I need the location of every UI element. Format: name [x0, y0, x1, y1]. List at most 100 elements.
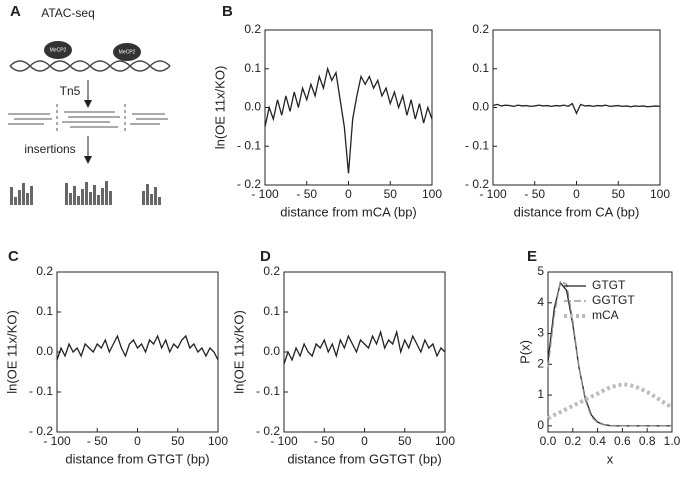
y-tick-label: 5	[537, 264, 544, 278]
x-axis-label: distance from mCA (bp)	[280, 204, 417, 219]
protein-label: MeCP2	[119, 49, 136, 55]
y-tick-label: - 0.1	[256, 384, 280, 398]
x-axis-label: distance from GGTGT (bp)	[287, 451, 441, 466]
y-tick-label: 0	[537, 418, 544, 432]
y-tick-label: 0.2	[36, 264, 53, 278]
plot-frame	[492, 29, 661, 186]
histogram-bar	[22, 183, 25, 205]
arrow-head	[84, 100, 92, 108]
histogram-bar	[26, 193, 29, 205]
histogram-bar	[109, 191, 112, 205]
y-tick-label: 0.2	[263, 264, 280, 278]
x-tick-label: - 100	[270, 434, 298, 448]
y-axis-label: ln(OE 11x/KO)	[212, 66, 227, 150]
y-tick-label: 0.1	[244, 61, 261, 75]
panel-label: E	[527, 248, 537, 265]
x-tick-label: 0	[361, 434, 368, 448]
y-tick-label: - 0.1	[237, 138, 261, 152]
plot-frame	[264, 29, 433, 186]
x-tick-label: - 50	[524, 187, 545, 201]
x-tick-label: 0	[573, 187, 580, 201]
y-tick-label: 0.1	[472, 61, 489, 75]
y-tick-label: 0.2	[472, 22, 489, 36]
y-tick-label: 0.1	[263, 304, 280, 318]
y-tick-label: 3	[537, 326, 544, 340]
panel-label: A	[10, 3, 21, 20]
x-tick-label: - 50	[87, 434, 108, 448]
x-axis-label: x	[607, 451, 614, 466]
y-tick-label: 0.0	[263, 344, 280, 358]
histogram-bar	[77, 196, 80, 205]
y-tick-label: - 0.1	[29, 384, 53, 398]
histogram-bar	[93, 185, 96, 205]
x-tick-label: 0	[134, 434, 141, 448]
x-tick-label: 50	[384, 187, 398, 201]
plot-frame	[547, 271, 673, 433]
y-tick-label: - 0.1	[465, 138, 489, 152]
panel-a-diagram: ATAC-seq MeCP2 MeCP2 Tn5 insertions	[8, 6, 171, 205]
arrow-head	[84, 156, 92, 164]
y-tick-label: 4	[537, 295, 544, 309]
data-line	[283, 329, 446, 365]
x-tick-label: 0.2	[564, 434, 581, 448]
x-tick-label: 0.6	[614, 434, 631, 448]
histogram-bar	[10, 187, 13, 205]
histogram-bar	[142, 191, 145, 205]
x-tick-label: 0.4	[589, 434, 606, 448]
y-tick-label: - 0.2	[237, 177, 261, 191]
histogram-bar	[158, 197, 161, 205]
histogram-bar	[81, 189, 84, 205]
x-tick-label: 0	[345, 187, 352, 201]
dna-strand	[9, 60, 171, 72]
x-tick-label: - 50	[296, 187, 317, 201]
x-tick-label: - 100	[479, 187, 507, 201]
x-tick-label: 50	[171, 434, 185, 448]
y-axis-label: P(x)	[517, 340, 532, 364]
y-tick-label: 0.0	[472, 100, 489, 114]
histogram-bar	[101, 188, 104, 205]
y-tick-label: 0.0	[36, 344, 53, 358]
histogram-bar	[30, 186, 33, 205]
protein-label: MeCP2	[50, 47, 67, 53]
protein	[44, 41, 72, 59]
data-line	[492, 102, 661, 115]
panel-label: D	[260, 248, 271, 265]
histogram-bar	[73, 186, 76, 205]
legend-label: GTGT	[592, 278, 626, 292]
y-axis-label: ln(OE 11x/KO)	[231, 310, 246, 394]
x-tick-label: - 100	[43, 434, 71, 448]
y-tick-label: 1	[537, 387, 544, 401]
histogram-bar	[146, 184, 149, 205]
histogram-bar	[150, 194, 153, 205]
y-axis-label: ln(OE 11x/KO)	[4, 310, 19, 394]
y-tick-label: 2	[537, 356, 544, 370]
y-tick-label: - 0.2	[29, 424, 53, 438]
fragments	[8, 104, 168, 134]
plot-frame	[56, 271, 219, 433]
x-tick-label: 50	[398, 434, 412, 448]
x-axis-label: distance from GTGT (bp)	[65, 451, 209, 466]
enzyme-label: Tn5	[60, 84, 81, 98]
legend-label: mCA	[592, 308, 619, 322]
y-tick-label: - 0.2	[465, 177, 489, 191]
y-tick-label: 0.2	[244, 22, 261, 36]
histogram-bar	[154, 187, 157, 205]
x-tick-label: 0.8	[639, 434, 656, 448]
x-tick-label: 100	[208, 434, 228, 448]
x-tick-label: 100	[422, 187, 442, 201]
y-tick-label: 0.0	[244, 100, 261, 114]
x-tick-label: - 50	[314, 434, 335, 448]
x-tick-label: - 100	[251, 187, 279, 201]
diagram-title: ATAC-seq	[41, 6, 95, 20]
x-tick-label: 1.0	[664, 434, 681, 448]
x-tick-label: 100	[650, 187, 670, 201]
step-label: insertions	[24, 142, 75, 156]
x-axis-label: distance from CA (bp)	[514, 204, 640, 219]
x-tick-label: 50	[612, 187, 626, 201]
histogram-bar	[85, 182, 88, 205]
histogram-bar	[65, 183, 68, 205]
histogram-bar	[69, 193, 72, 205]
histogram-bar	[14, 197, 17, 205]
data-line	[547, 280, 672, 427]
